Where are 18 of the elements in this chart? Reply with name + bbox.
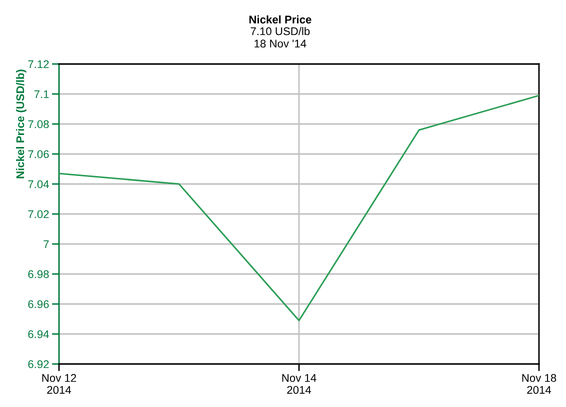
y-tick-label: 7.08 [28,120,49,128]
y-tick-label: 6.94 [28,330,49,338]
x-tick-label: Nov 18 2014 [522,374,556,394]
y-tick-label: 7.12 [28,60,49,68]
line-series [59,94,539,322]
y-tick-label: 6.98 [28,270,49,278]
y-tick-label: 7.1 [34,90,49,98]
y-tick-label: 6.96 [28,300,49,308]
y-tick-label: 7.04 [28,180,49,188]
y-tick-label: 7.06 [28,150,49,158]
x-tick-label: Nov 12 2014 [42,374,76,394]
y-tick-label: 6.92 [28,360,49,368]
y-tick-label: 7 [44,240,49,248]
y-axis-title: Nickel Price (USD/lb) [16,70,26,178]
chart-subtitle: 7.10 USD/lb 18 Nov '14 [250,27,310,48]
chart-title: Nickel Price [249,15,312,24]
y-tick-label: 7.02 [28,210,49,218]
x-tick-label: Nov 14 2014 [282,374,316,394]
